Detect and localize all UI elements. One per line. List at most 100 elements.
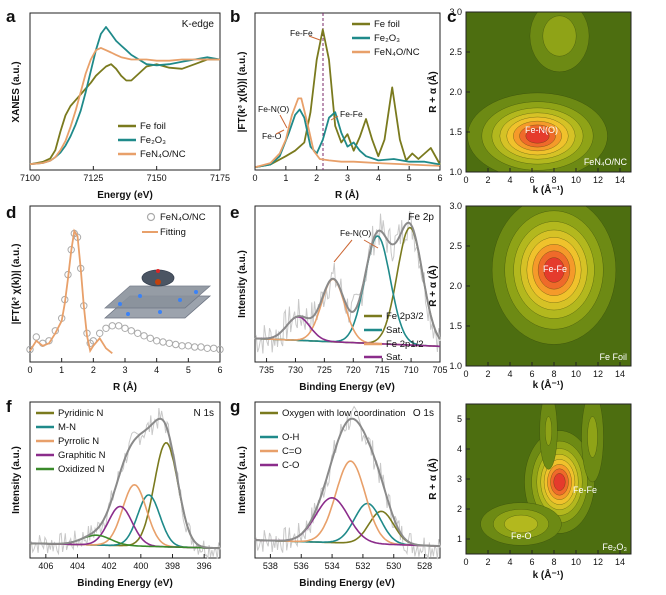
data-point-d	[184, 342, 193, 350]
data-point-d	[165, 339, 174, 347]
data-point-d	[216, 345, 224, 354]
y-axis-title-c2: R + α (Å)	[426, 265, 439, 306]
y-axis-title-e: Intensity (a.u.)	[237, 250, 248, 318]
x-tick-label: 6	[529, 369, 534, 379]
component-peak-g-2	[255, 460, 441, 547]
panel-e: e 735 730 725 720 715 710 705 Fe 2p Binding En…	[230, 203, 448, 393]
x-tick-label: 7100	[20, 173, 40, 183]
annotation-b-3: Fe-Fe	[340, 109, 363, 119]
panel-letter-d: d	[6, 203, 16, 222]
legend-e: Fe 2p3/2 Sat. Fe 2p1/2 Sat.	[364, 311, 424, 363]
x-tick-label: 406	[38, 561, 53, 571]
x-tick-label: 4	[507, 175, 512, 185]
annotation-e-0: Fe-N(O)	[340, 228, 371, 238]
data-point-d	[146, 334, 155, 342]
y-axis-title-f: Intensity (a.u.)	[11, 446, 22, 514]
x-tick-label: 6	[437, 173, 442, 183]
panel-letter-a: a	[6, 7, 16, 26]
x-tick-label: 5	[407, 173, 412, 183]
annotation-b-1: Fe-N(O)	[258, 104, 289, 114]
x-tick-label: 5	[186, 365, 191, 375]
y-axis-title-d: |FT(k³ χ(k))| (a.u.)	[11, 244, 22, 325]
legend-label-f-3: Graphitic N	[58, 450, 106, 461]
series-line-a-2	[29, 47, 220, 166]
annotation-arrow-b-1	[279, 114, 288, 129]
y-tick-label: 5	[457, 414, 462, 424]
wavelet-contour-c2-0-7	[543, 257, 565, 283]
x-tick-label: 530	[386, 561, 401, 571]
panel-c: c 0 2 4 6 8 10 12 141.01.52.02.53.0 k (Å⁻¹) R +…	[426, 7, 632, 581]
x-tick-label: 2	[485, 175, 490, 185]
x-tick-label: 3	[122, 365, 127, 375]
y-tick-label: 3	[457, 474, 462, 484]
x-ticks-a: 7100 7125 7150 7175	[20, 166, 230, 183]
data-point-d	[26, 345, 34, 354]
series-line-a-1	[29, 26, 221, 166]
nitrogen-atom	[118, 302, 122, 306]
x-tick-label: 10	[571, 369, 581, 379]
envelope-g	[255, 417, 441, 548]
y-tick-label: 3.0	[449, 7, 462, 17]
y-tick-label: 1.5	[449, 127, 462, 137]
x-tick-label: 538	[263, 561, 278, 571]
x-tick-label: 536	[294, 561, 309, 571]
series-group-a	[29, 26, 221, 166]
envelope-e	[255, 221, 441, 340]
annotation-arrow-b-2	[275, 129, 285, 135]
x-ticks-f: 406 404 402 400 398 396	[38, 554, 212, 571]
legend-b: Fe foil Fe₂O₃ FeN₄O/NC	[352, 19, 420, 58]
legend-label-a-0: Fe foil	[140, 121, 166, 132]
panel-g: g 538 536 534 532 530 528 O 1s Binding Energy…	[230, 397, 441, 589]
y-tick-label: 2.0	[449, 281, 462, 291]
data-point-d	[210, 344, 218, 352]
y-tick-label: 4	[457, 444, 462, 454]
panel-letter-b: b	[230, 7, 240, 26]
x-ticks-b: 0 1 2 3 4 5 6	[252, 166, 443, 183]
wavelet-blobs-c2	[491, 206, 617, 345]
data-point-d	[115, 322, 123, 330]
x-tick-label: 3	[345, 173, 350, 183]
x-tick-label: 7150	[147, 173, 167, 183]
wavelet-contour-c1-1-1	[542, 15, 577, 57]
x-tick-label: 8	[551, 369, 556, 379]
plot-frame-d	[29, 205, 221, 363]
x-tick-label: 0	[27, 365, 32, 375]
x-tick-label: 396	[197, 561, 212, 571]
x-tick-label: 715	[375, 365, 390, 375]
data-point-d	[134, 329, 142, 337]
data-point-d	[96, 329, 104, 337]
component-peak-g-3	[255, 496, 441, 547]
x-tick-label: 4	[376, 173, 381, 183]
annotation-arrow-b-3	[330, 115, 339, 121]
data-point-d	[108, 322, 117, 330]
y-tick-label: 2.0	[449, 87, 462, 97]
legend-label-e-1: Sat.	[386, 325, 403, 336]
panel-letter-e: e	[230, 203, 239, 222]
x-tick-label: 1	[59, 365, 64, 375]
data-point-d	[203, 344, 212, 352]
y-axis-title-b: |FT(k³ χ(k))| (a.u.)	[237, 52, 248, 133]
data-point-d	[121, 324, 129, 332]
x-tick-label: 10	[571, 175, 581, 185]
legend-label-b-0: Fe foil	[374, 19, 400, 30]
data-point-d	[197, 343, 205, 351]
x-tick-label: 4	[154, 365, 159, 375]
x-tick-label: 12	[593, 369, 603, 379]
x-tick-label: 402	[102, 561, 117, 571]
panel-letter-g: g	[230, 397, 240, 416]
annotation-b-2: Fe-O	[262, 131, 282, 141]
panel-letter-f: f	[6, 397, 12, 416]
x-tick-label: 7175	[210, 173, 230, 183]
nitrogen-atom	[158, 310, 162, 314]
series-group-e	[254, 210, 441, 354]
x-axis-title-c2: k (Å⁻¹)	[533, 378, 564, 391]
x-tick-label: 400	[133, 561, 148, 571]
wavelet-plot-c1: 0 2 4 6 8 10 12 14 1.0 1.5 2.0 2.5 3.0 k (Å⁻¹) R + α…	[426, 7, 632, 196]
plot-frame-g	[254, 401, 441, 559]
x-tick-label: 4	[507, 369, 512, 379]
wavelet-contour-c3-1-2	[504, 514, 538, 534]
corner-label-g: O 1s	[413, 408, 434, 419]
x-tick-label: 735	[259, 365, 274, 375]
